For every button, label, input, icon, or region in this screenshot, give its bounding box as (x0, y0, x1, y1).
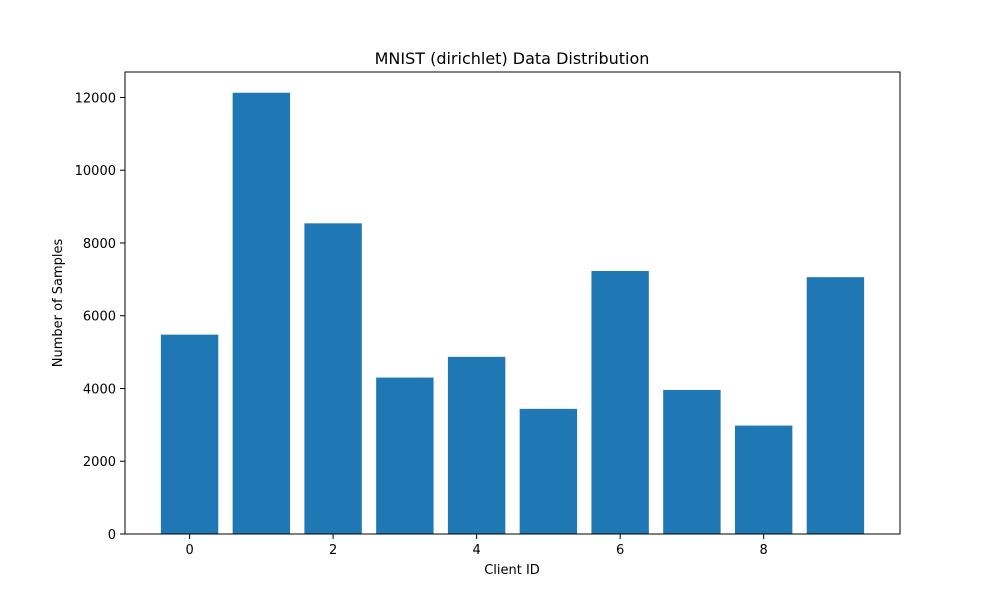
x-tick-label: 4 (472, 543, 480, 558)
bar-client-2 (304, 223, 362, 535)
y-axis: 0 2000 4000 6000 8000 10000 12000 (75, 91, 125, 543)
bar-client-1 (232, 92, 291, 534)
x-axis: 0 2 4 6 8 (185, 534, 768, 558)
y-tick-label: 10000 (75, 164, 116, 179)
x-tick-label: 0 (185, 543, 193, 558)
bar-client-7 (663, 389, 721, 534)
bar-client-5 (519, 408, 578, 534)
y-tick-label: 0 (108, 528, 116, 543)
bar-client-9 (806, 277, 865, 534)
bar-client-6 (591, 270, 649, 534)
bar-client-0 (160, 334, 219, 534)
bar-client-4 (447, 356, 506, 534)
bar-client-3 (376, 377, 434, 534)
plot-frame (124, 71, 901, 535)
y-tick-label: 6000 (83, 310, 116, 325)
bar-client-8 (734, 425, 793, 534)
x-tick-label: 2 (329, 543, 337, 558)
bars-group (160, 92, 865, 535)
y-tick-label: 2000 (83, 455, 116, 470)
y-tick-label: 4000 (83, 382, 116, 397)
x-axis-label: Client ID (484, 563, 540, 578)
x-tick-label: 8 (760, 543, 768, 558)
y-tick-label: 8000 (83, 237, 116, 252)
y-tick-label: 12000 (75, 91, 116, 106)
x-tick-label: 6 (616, 543, 624, 558)
chart-title: MNIST (dirichlet) Data Distribution (375, 49, 650, 68)
y-axis-label: Number of Samples (51, 239, 66, 368)
